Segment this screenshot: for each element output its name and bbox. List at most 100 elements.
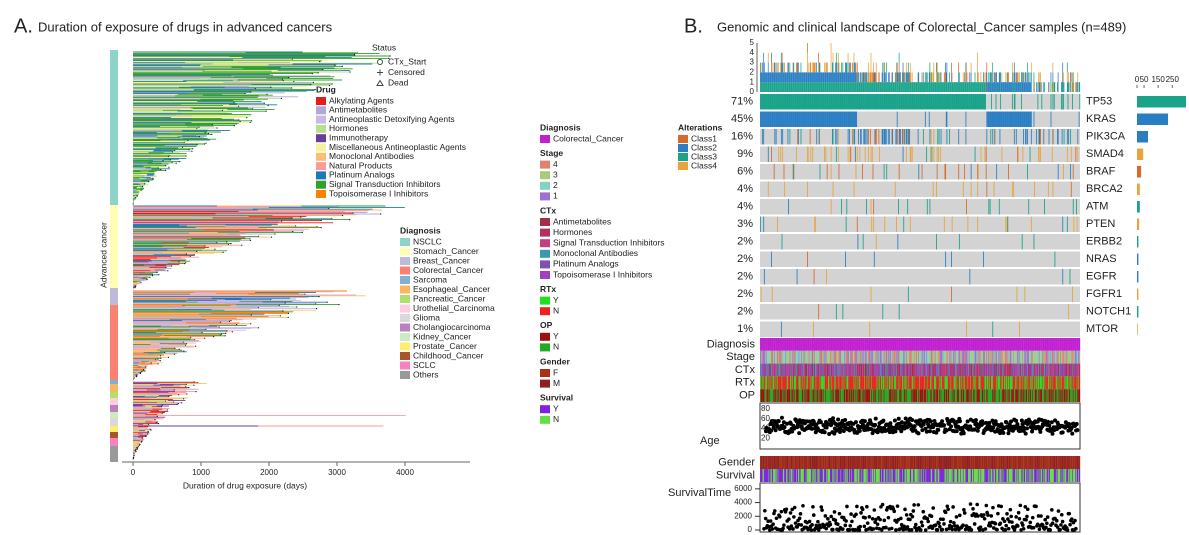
- track-cell: [903, 376, 905, 390]
- alteration: [873, 94, 875, 110]
- sample-bar: [1011, 82, 1013, 92]
- track-cell: [860, 363, 862, 377]
- alteration: [856, 94, 858, 110]
- track-cell: [966, 338, 968, 351]
- sample-bar: [933, 62, 935, 73]
- sample-bar: [838, 82, 840, 92]
- track-cell: [819, 338, 821, 351]
- track-cell: [1061, 338, 1063, 351]
- track-cell: [945, 350, 947, 364]
- track-cell: [1009, 338, 1011, 351]
- alteration: [1070, 129, 1072, 145]
- sample-bar: [879, 82, 881, 92]
- track-cell: [781, 350, 783, 364]
- sample-bar: [924, 82, 926, 92]
- track-cell: [978, 350, 980, 364]
- sample-bar: [959, 82, 961, 92]
- sample-bar: [1053, 82, 1055, 92]
- sample-bar: [770, 72, 772, 83]
- alteration: [862, 164, 863, 180]
- alteration: [767, 111, 769, 127]
- alteration: [1066, 216, 1068, 232]
- track-cell: [857, 376, 859, 390]
- alteration: [826, 94, 828, 110]
- sample-bar: [801, 72, 803, 83]
- track-cell: [1045, 350, 1047, 364]
- sample-bar: [884, 72, 886, 83]
- alteration: [956, 94, 958, 110]
- end-point: [317, 72, 319, 74]
- track-cell: [906, 338, 908, 351]
- track-cell: [771, 350, 772, 364]
- sample-bar: [835, 62, 837, 73]
- alteration: [879, 146, 880, 162]
- track-cell: [881, 350, 883, 364]
- track-cell: [1021, 350, 1022, 364]
- legend-title: Survival: [540, 392, 573, 402]
- alteration: [777, 111, 778, 127]
- track-cell: [928, 376, 930, 390]
- sample-bar: [1017, 72, 1018, 83]
- sample-bar: [945, 82, 946, 92]
- track-cell: [1017, 363, 1019, 377]
- sample-bar: [860, 72, 862, 83]
- track-cell: [928, 350, 930, 364]
- sample-bar: [963, 82, 965, 92]
- track-cell: [965, 338, 967, 351]
- track-cell: [795, 350, 797, 364]
- alteration: [774, 129, 776, 145]
- end-point: [147, 423, 149, 425]
- sample-bar: [941, 82, 943, 92]
- sample-bar: [894, 82, 895, 92]
- alteration: [951, 94, 953, 110]
- track-cell: [765, 363, 767, 377]
- alteration: [812, 94, 814, 110]
- end-point: [331, 218, 333, 220]
- track-cell: [905, 363, 907, 377]
- track-cell: [778, 376, 780, 390]
- sample-bar: [1050, 82, 1052, 92]
- sample-bar: [771, 82, 773, 92]
- alteration: [788, 199, 789, 215]
- track-cell: [814, 350, 816, 364]
- track-cell: [884, 376, 886, 390]
- end-point: [326, 301, 328, 303]
- alteration: [946, 111, 948, 127]
- alteration: [793, 111, 795, 127]
- track-cell: [967, 350, 969, 364]
- sample-bar: [913, 82, 915, 92]
- track-cell: [807, 350, 809, 364]
- alteration: [1013, 111, 1015, 127]
- track-cell: [947, 376, 949, 390]
- track-cell: [906, 376, 908, 390]
- track-cell: [1051, 338, 1053, 351]
- track-cell: [930, 363, 931, 377]
- track-cell: [1021, 338, 1022, 351]
- track-cell: [922, 376, 924, 390]
- track-cell: [857, 338, 859, 351]
- end-point: [254, 88, 256, 90]
- track-cell: [845, 338, 847, 351]
- sample-bar: [990, 72, 992, 83]
- track-cell: [991, 338, 993, 351]
- sample-bar: [863, 72, 865, 83]
- alteration: [1026, 111, 1028, 127]
- track-cell: [1075, 350, 1077, 364]
- track-cell: [1011, 338, 1013, 351]
- sample-bar: [970, 72, 972, 83]
- sample-bar: [767, 62, 769, 73]
- sample-bar: [967, 82, 969, 92]
- track-cell: [811, 338, 812, 351]
- track-cell: [830, 350, 831, 364]
- track-cell: [879, 376, 880, 390]
- track-cell: [800, 376, 802, 390]
- track-cell: [1050, 363, 1052, 377]
- track-cell: [1005, 350, 1007, 364]
- sample-bar: [897, 72, 899, 83]
- track-cell: [990, 350, 992, 364]
- alteration: [782, 129, 784, 145]
- alteration: [763, 216, 765, 232]
- track-cell: [1052, 363, 1054, 377]
- sample-bar: [780, 72, 782, 83]
- track-cell: [959, 350, 961, 364]
